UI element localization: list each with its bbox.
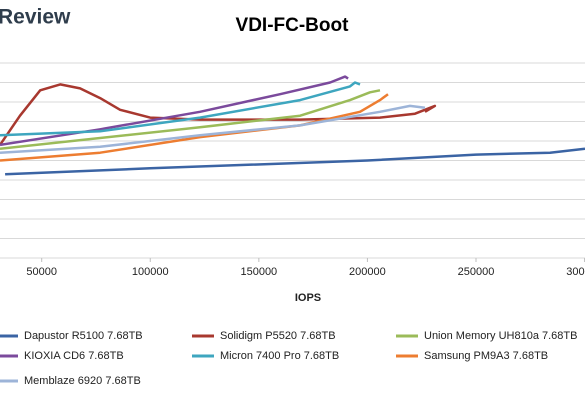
- legend-label: Dapustor R5100 7.68TB: [24, 330, 143, 342]
- legend-label: Solidigm P5520 7.68TB: [220, 330, 336, 342]
- x-tick-label: 150000: [240, 266, 277, 278]
- x-tick-label: 300000: [566, 266, 585, 278]
- series-line: [0, 104, 426, 154]
- series-line: [5, 147, 585, 176]
- legend-label: Memblaze 6920 7.68TB: [24, 375, 141, 387]
- legend-label: KIOXIA CD6 7.68TB: [24, 350, 124, 362]
- chart-title: VDI-FC-Boot: [236, 15, 350, 36]
- x-tick-label: 100000: [132, 266, 169, 278]
- series-line: [0, 89, 381, 151]
- x-tick-label: 250000: [458, 266, 495, 278]
- x-tick-label: 200000: [349, 266, 386, 278]
- series-line: [0, 75, 349, 147]
- brand-logo: Review: [0, 6, 71, 29]
- legend-label: Samsung PM9A3 7.68TB: [424, 350, 548, 362]
- legend-label: Micron 7400 Pro 7.68TB: [220, 350, 339, 362]
- x-axis-label: IOPS: [295, 292, 321, 304]
- legend-label: Union Memory UH810a 7.68TB: [424, 330, 577, 342]
- series-line: [0, 83, 437, 146]
- series-line: [0, 81, 361, 137]
- x-tick-label: 50000: [26, 266, 57, 278]
